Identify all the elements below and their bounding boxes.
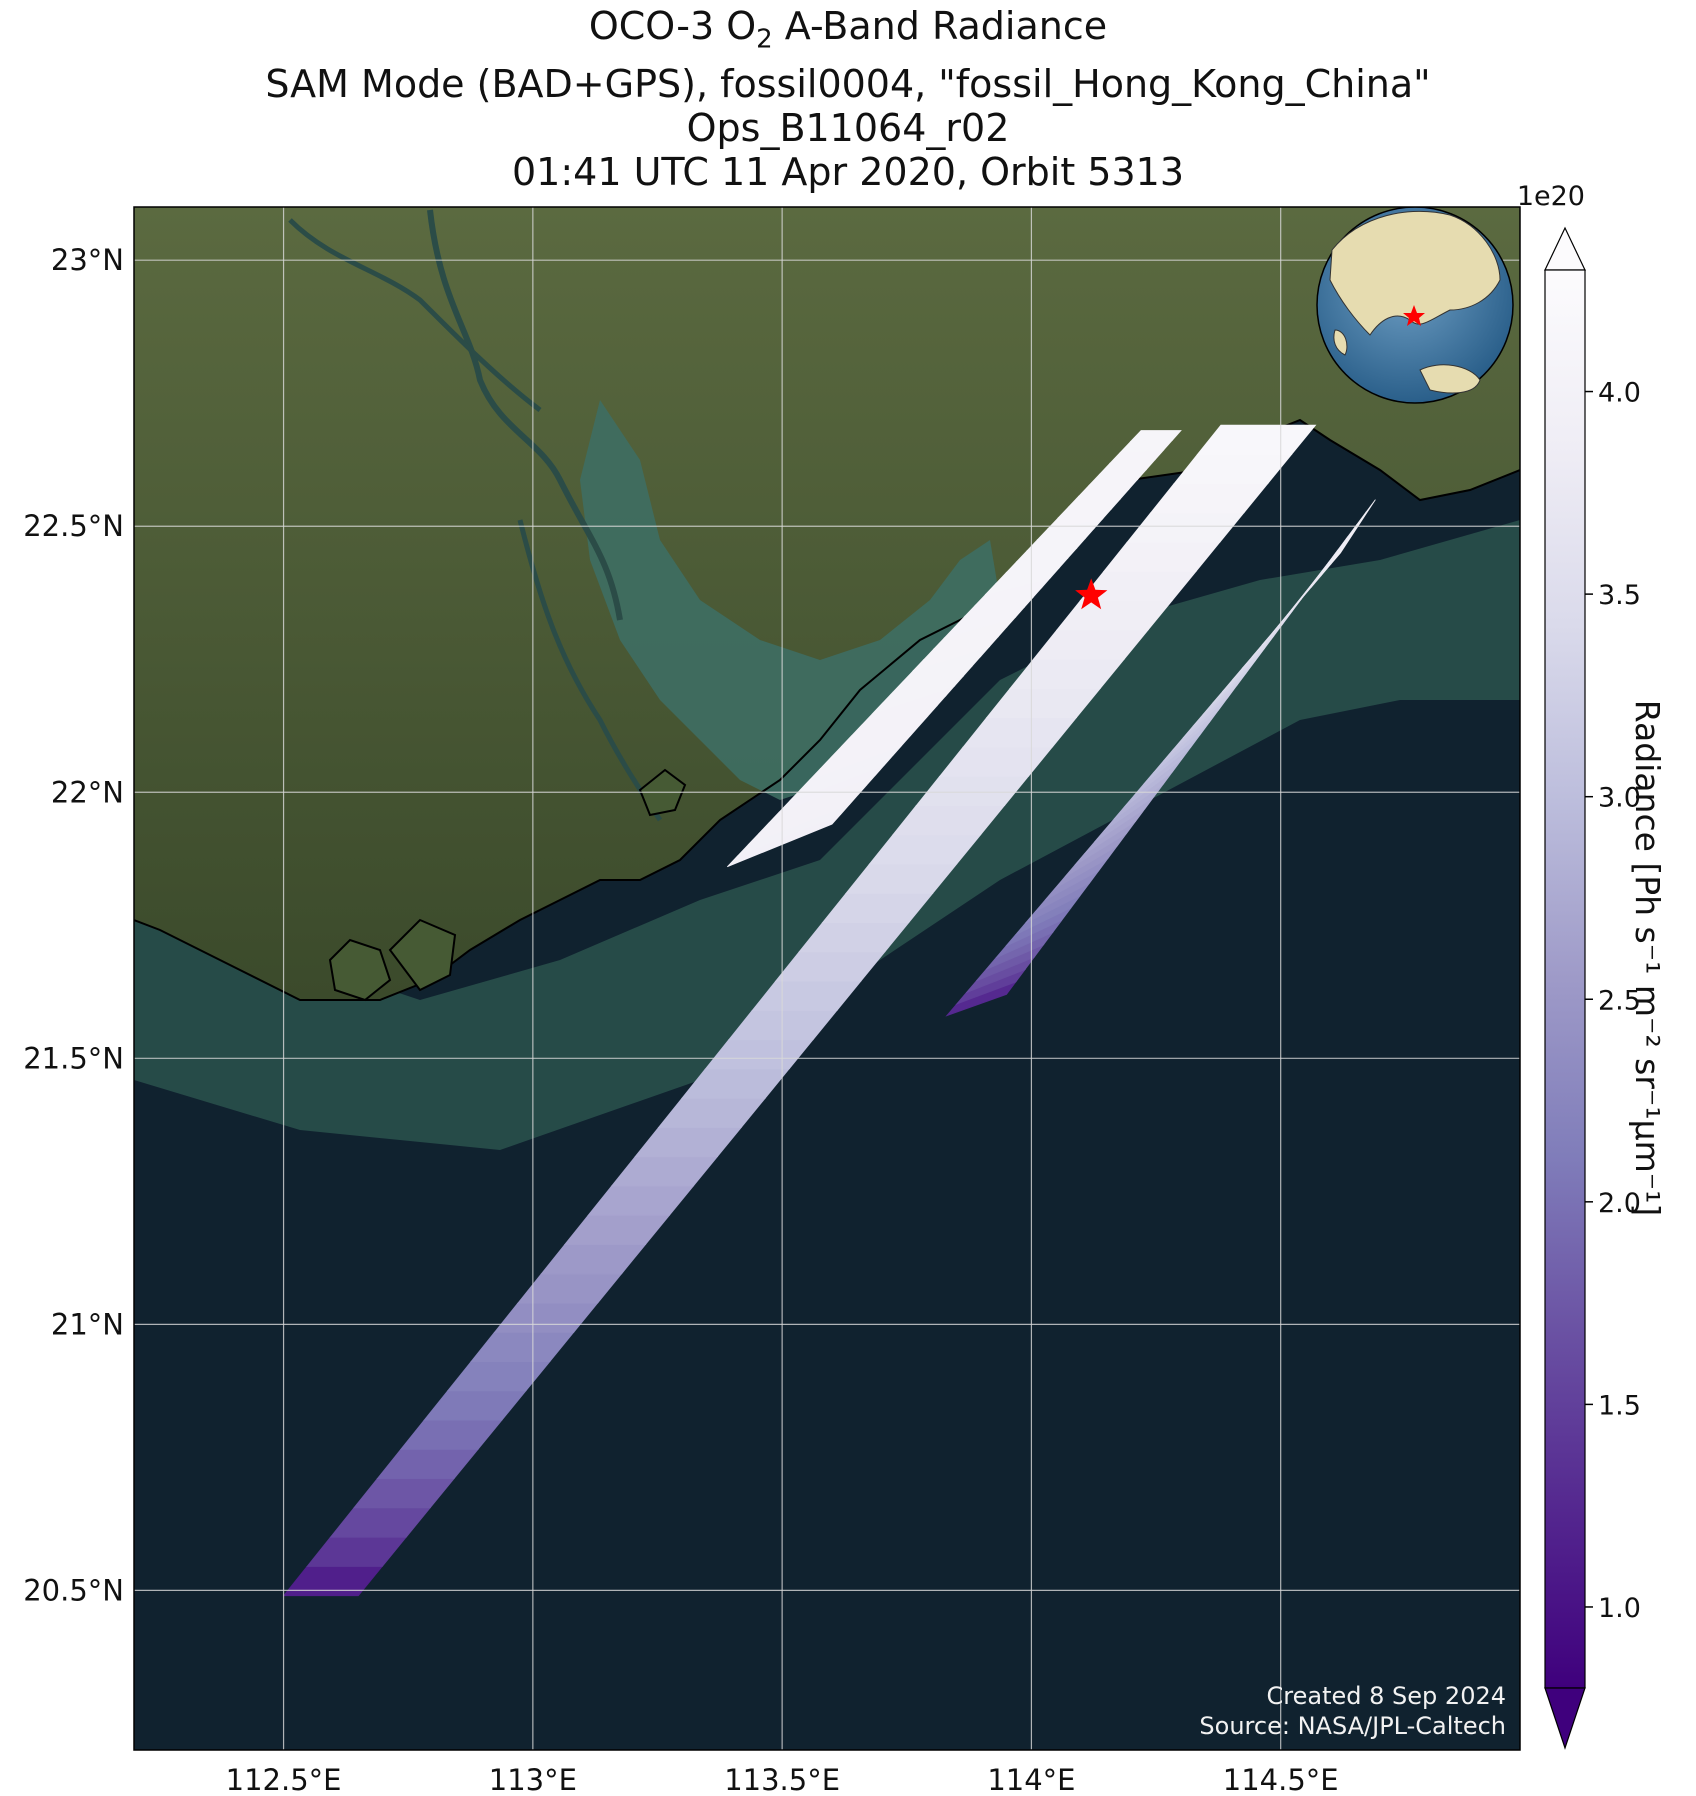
radiance-swaths xyxy=(282,424,1376,1597)
longitude-tick-label: 114.5°E xyxy=(1223,1763,1339,1796)
colorbar-tick-label: 3.0 xyxy=(1598,783,1641,814)
title-line-3: Ops_B11064_r02 xyxy=(686,105,1010,150)
latitude-tick-label: 23°N xyxy=(51,243,124,277)
latitude-tick-label: 22°N xyxy=(51,775,124,809)
title-line-1: OCO-3 O2 A-Band Radiance xyxy=(588,4,1108,55)
title-line-4: 01:41 UTC 11 Apr 2020, Orbit 5313 xyxy=(511,149,1184,194)
figure-title: OCO-3 O2 A-Band Radiance SAM Mode (BAD+G… xyxy=(0,4,1696,194)
colorbar: 1e20 1.0 1.5 2.0 2.5 3.0 3.5 4.0 Radiance [Ph … xyxy=(1517,181,1667,1750)
colorbar-tick-label: 1.0 xyxy=(1598,1593,1641,1624)
river xyxy=(427,209,623,621)
credit-created: Created 8 Sep 2024 xyxy=(1267,1682,1506,1710)
gridlines xyxy=(134,207,1520,1750)
latitude-tick-label: 20.5°N xyxy=(23,1573,124,1607)
latitude-labels: 23°N 22.5°N 22°N 21.5°N 21°N 20.5°N xyxy=(23,243,124,1607)
credit-source: Source: NASA/JPL-Caltech xyxy=(1199,1712,1506,1740)
swath-footprint xyxy=(1129,430,1182,442)
globe-australia xyxy=(1419,364,1481,394)
longitude-tick-label: 113.5°E xyxy=(724,1763,840,1796)
colorbar-ticks: 1.0 1.5 2.0 2.5 3.0 3.5 4.0 xyxy=(1585,378,1641,1624)
colorbar-tick-label: 3.5 xyxy=(1598,580,1641,611)
latitude-tick-label: 21°N xyxy=(51,1307,124,1341)
colorbar-title: Radiance [Ph s⁻¹ m⁻² sr⁻¹μm⁻¹] xyxy=(1628,700,1667,1216)
colorbar-tick-label: 2.0 xyxy=(1598,1188,1641,1219)
longitude-tick-label: 114°E xyxy=(987,1763,1075,1796)
colorbar-extend-max xyxy=(1544,226,1586,271)
latitude-tick-label: 22.5°N xyxy=(23,509,124,543)
river xyxy=(288,218,542,412)
colorbar-exponent: 1e20 xyxy=(1517,181,1585,212)
colorbar-gradient xyxy=(1544,269,1586,1689)
globe-target-star-icon xyxy=(1403,305,1425,326)
island xyxy=(328,938,392,1002)
swath-footprint xyxy=(1196,424,1317,455)
globe-india xyxy=(1333,329,1348,356)
title-line-2: SAM Mode (BAD+GPS), fossil0004, "fossil_… xyxy=(265,61,1431,106)
map-frame xyxy=(133,206,1521,1751)
colorbar-tick-label: 1.5 xyxy=(1598,1390,1641,1421)
longitude-tick-label: 113°E xyxy=(489,1763,577,1796)
colorbar-extend-min xyxy=(1544,1687,1586,1750)
globe-asia xyxy=(1329,210,1501,336)
longitude-labels: 112.5°E 113°E 113.5°E 114°E 114.5°E xyxy=(226,1763,1339,1796)
locator-globe xyxy=(1316,207,1514,404)
latitude-tick-label: 21.5°N xyxy=(23,1041,124,1075)
basemap: Created 8 Sep 2024 Source: NASA/JPL-Calt… xyxy=(134,207,1520,1750)
colorbar-tick-label: 2.5 xyxy=(1598,985,1641,1016)
colorbar-tick-label: 4.0 xyxy=(1598,378,1641,409)
river xyxy=(517,519,663,822)
land xyxy=(134,207,1520,1000)
target-star-icon xyxy=(1075,578,1108,610)
longitude-tick-label: 112.5°E xyxy=(226,1763,342,1796)
coastal-shelf xyxy=(134,520,1520,1150)
swath-footprint xyxy=(1330,499,1376,565)
island xyxy=(388,918,457,992)
